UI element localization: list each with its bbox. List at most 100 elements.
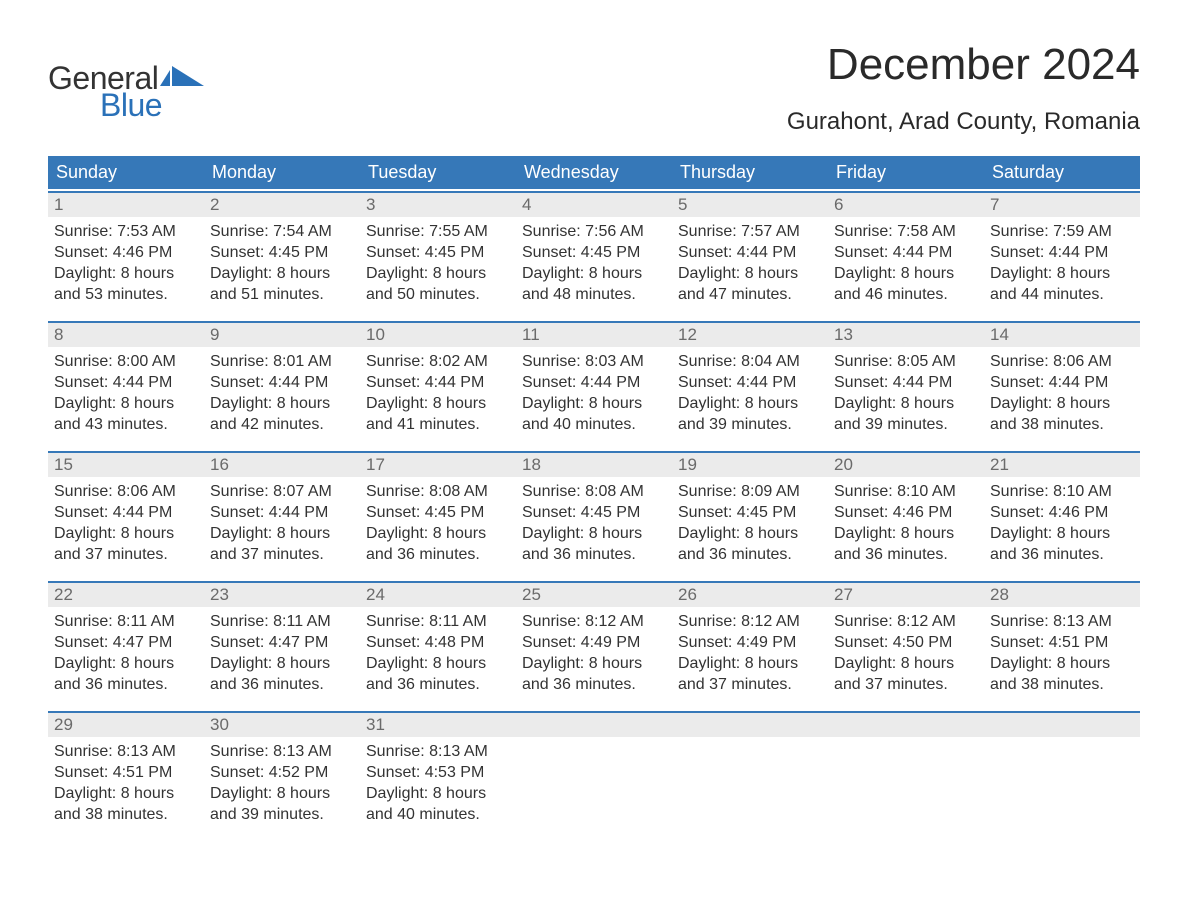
day-cell: 8Sunrise: 8:00 AMSunset: 4:44 PMDaylight… [48, 321, 204, 449]
sunrise-text: Sunrise: 8:06 AM [54, 481, 198, 502]
day-number: 8 [48, 321, 204, 347]
logo-shape-icon [160, 64, 204, 93]
day-number: 21 [984, 451, 1140, 477]
day-cell: 28Sunrise: 8:13 AMSunset: 4:51 PMDayligh… [984, 581, 1140, 709]
sunset-text: Sunset: 4:45 PM [210, 242, 354, 263]
week-row: 29Sunrise: 8:13 AMSunset: 4:51 PMDayligh… [48, 711, 1140, 839]
daylight-text-1: Daylight: 8 hours [54, 783, 198, 804]
day-number [984, 711, 1140, 737]
daylight-text-2: and 39 minutes. [678, 414, 822, 435]
daylight-text-2: and 37 minutes. [678, 674, 822, 695]
daylight-text-1: Daylight: 8 hours [210, 653, 354, 674]
daylight-text-2: and 50 minutes. [366, 284, 510, 305]
sunrise-text: Sunrise: 8:10 AM [990, 481, 1134, 502]
day-number: 17 [360, 451, 516, 477]
day-number: 1 [48, 191, 204, 217]
day-number [828, 711, 984, 737]
day-cell: 25Sunrise: 8:12 AMSunset: 4:49 PMDayligh… [516, 581, 672, 709]
calendar-header-row: Sunday Monday Tuesday Wednesday Thursday… [48, 156, 1140, 189]
day-header-friday: Friday [828, 156, 984, 189]
daylight-text-1: Daylight: 8 hours [834, 653, 978, 674]
day-cell [516, 711, 672, 839]
sunrise-text: Sunrise: 8:13 AM [990, 611, 1134, 632]
day-cell: 3Sunrise: 7:55 AMSunset: 4:45 PMDaylight… [360, 191, 516, 319]
day-header-monday: Monday [204, 156, 360, 189]
sunset-text: Sunset: 4:47 PM [210, 632, 354, 653]
day-content: Sunrise: 8:06 AMSunset: 4:44 PMDaylight:… [48, 477, 204, 569]
day-cell: 2Sunrise: 7:54 AMSunset: 4:45 PMDaylight… [204, 191, 360, 319]
day-content: Sunrise: 8:08 AMSunset: 4:45 PMDaylight:… [516, 477, 672, 569]
title-block: December 2024 Gurahont, Arad County, Rom… [787, 40, 1140, 136]
day-content: Sunrise: 8:09 AMSunset: 4:45 PMDaylight:… [672, 477, 828, 569]
day-cell: 9Sunrise: 8:01 AMSunset: 4:44 PMDaylight… [204, 321, 360, 449]
day-cell: 4Sunrise: 7:56 AMSunset: 4:45 PMDaylight… [516, 191, 672, 319]
sunset-text: Sunset: 4:44 PM [210, 502, 354, 523]
day-content: Sunrise: 8:08 AMSunset: 4:45 PMDaylight:… [360, 477, 516, 569]
daylight-text-1: Daylight: 8 hours [210, 783, 354, 804]
daylight-text-2: and 36 minutes. [366, 544, 510, 565]
daylight-text-2: and 36 minutes. [522, 674, 666, 695]
sunset-text: Sunset: 4:51 PM [990, 632, 1134, 653]
daylight-text-1: Daylight: 8 hours [990, 653, 1134, 674]
day-number: 2 [204, 191, 360, 217]
daylight-text-2: and 40 minutes. [366, 804, 510, 825]
sunrise-text: Sunrise: 8:11 AM [210, 611, 354, 632]
sunrise-text: Sunrise: 8:04 AM [678, 351, 822, 372]
sunrise-text: Sunrise: 7:56 AM [522, 221, 666, 242]
day-cell: 14Sunrise: 8:06 AMSunset: 4:44 PMDayligh… [984, 321, 1140, 449]
day-content: Sunrise: 7:56 AMSunset: 4:45 PMDaylight:… [516, 217, 672, 309]
sunset-text: Sunset: 4:44 PM [834, 372, 978, 393]
day-number: 29 [48, 711, 204, 737]
daylight-text-2: and 43 minutes. [54, 414, 198, 435]
daylight-text-2: and 48 minutes. [522, 284, 666, 305]
day-number: 13 [828, 321, 984, 347]
day-number: 5 [672, 191, 828, 217]
sunset-text: Sunset: 4:45 PM [366, 502, 510, 523]
sunset-text: Sunset: 4:48 PM [366, 632, 510, 653]
daylight-text-1: Daylight: 8 hours [366, 653, 510, 674]
sunset-text: Sunset: 4:44 PM [678, 372, 822, 393]
day-content: Sunrise: 8:10 AMSunset: 4:46 PMDaylight:… [984, 477, 1140, 569]
day-content: Sunrise: 8:13 AMSunset: 4:51 PMDaylight:… [984, 607, 1140, 699]
day-cell: 23Sunrise: 8:11 AMSunset: 4:47 PMDayligh… [204, 581, 360, 709]
day-cell: 20Sunrise: 8:10 AMSunset: 4:46 PMDayligh… [828, 451, 984, 579]
day-content: Sunrise: 8:01 AMSunset: 4:44 PMDaylight:… [204, 347, 360, 439]
sunrise-text: Sunrise: 7:53 AM [54, 221, 198, 242]
day-content: Sunrise: 8:05 AMSunset: 4:44 PMDaylight:… [828, 347, 984, 439]
sunset-text: Sunset: 4:45 PM [522, 502, 666, 523]
day-cell: 22Sunrise: 8:11 AMSunset: 4:47 PMDayligh… [48, 581, 204, 709]
daylight-text-2: and 37 minutes. [834, 674, 978, 695]
sunset-text: Sunset: 4:44 PM [522, 372, 666, 393]
day-cell: 30Sunrise: 8:13 AMSunset: 4:52 PMDayligh… [204, 711, 360, 839]
day-cell: 12Sunrise: 8:04 AMSunset: 4:44 PMDayligh… [672, 321, 828, 449]
day-content: Sunrise: 8:12 AMSunset: 4:49 PMDaylight:… [672, 607, 828, 699]
day-number: 10 [360, 321, 516, 347]
daylight-text-1: Daylight: 8 hours [678, 523, 822, 544]
day-content: Sunrise: 8:04 AMSunset: 4:44 PMDaylight:… [672, 347, 828, 439]
day-number: 9 [204, 321, 360, 347]
daylight-text-2: and 36 minutes. [678, 544, 822, 565]
day-number: 22 [48, 581, 204, 607]
calendar: Sunday Monday Tuesday Wednesday Thursday… [48, 156, 1140, 839]
day-content: Sunrise: 7:59 AMSunset: 4:44 PMDaylight:… [984, 217, 1140, 309]
day-number: 19 [672, 451, 828, 477]
day-cell: 11Sunrise: 8:03 AMSunset: 4:44 PMDayligh… [516, 321, 672, 449]
week-row: 22Sunrise: 8:11 AMSunset: 4:47 PMDayligh… [48, 581, 1140, 709]
sunrise-text: Sunrise: 7:57 AM [678, 221, 822, 242]
day-header-sunday: Sunday [48, 156, 204, 189]
day-number: 14 [984, 321, 1140, 347]
daylight-text-1: Daylight: 8 hours [834, 393, 978, 414]
logo: General Blue [48, 60, 204, 124]
day-number: 11 [516, 321, 672, 347]
daylight-text-2: and 38 minutes. [54, 804, 198, 825]
day-number: 3 [360, 191, 516, 217]
day-cell: 29Sunrise: 8:13 AMSunset: 4:51 PMDayligh… [48, 711, 204, 839]
daylight-text-1: Daylight: 8 hours [366, 523, 510, 544]
sunset-text: Sunset: 4:44 PM [834, 242, 978, 263]
daylight-text-1: Daylight: 8 hours [834, 523, 978, 544]
day-cell: 5Sunrise: 7:57 AMSunset: 4:44 PMDaylight… [672, 191, 828, 319]
daylight-text-2: and 47 minutes. [678, 284, 822, 305]
daylight-text-2: and 36 minutes. [366, 674, 510, 695]
day-cell: 27Sunrise: 8:12 AMSunset: 4:50 PMDayligh… [828, 581, 984, 709]
sunset-text: Sunset: 4:45 PM [678, 502, 822, 523]
